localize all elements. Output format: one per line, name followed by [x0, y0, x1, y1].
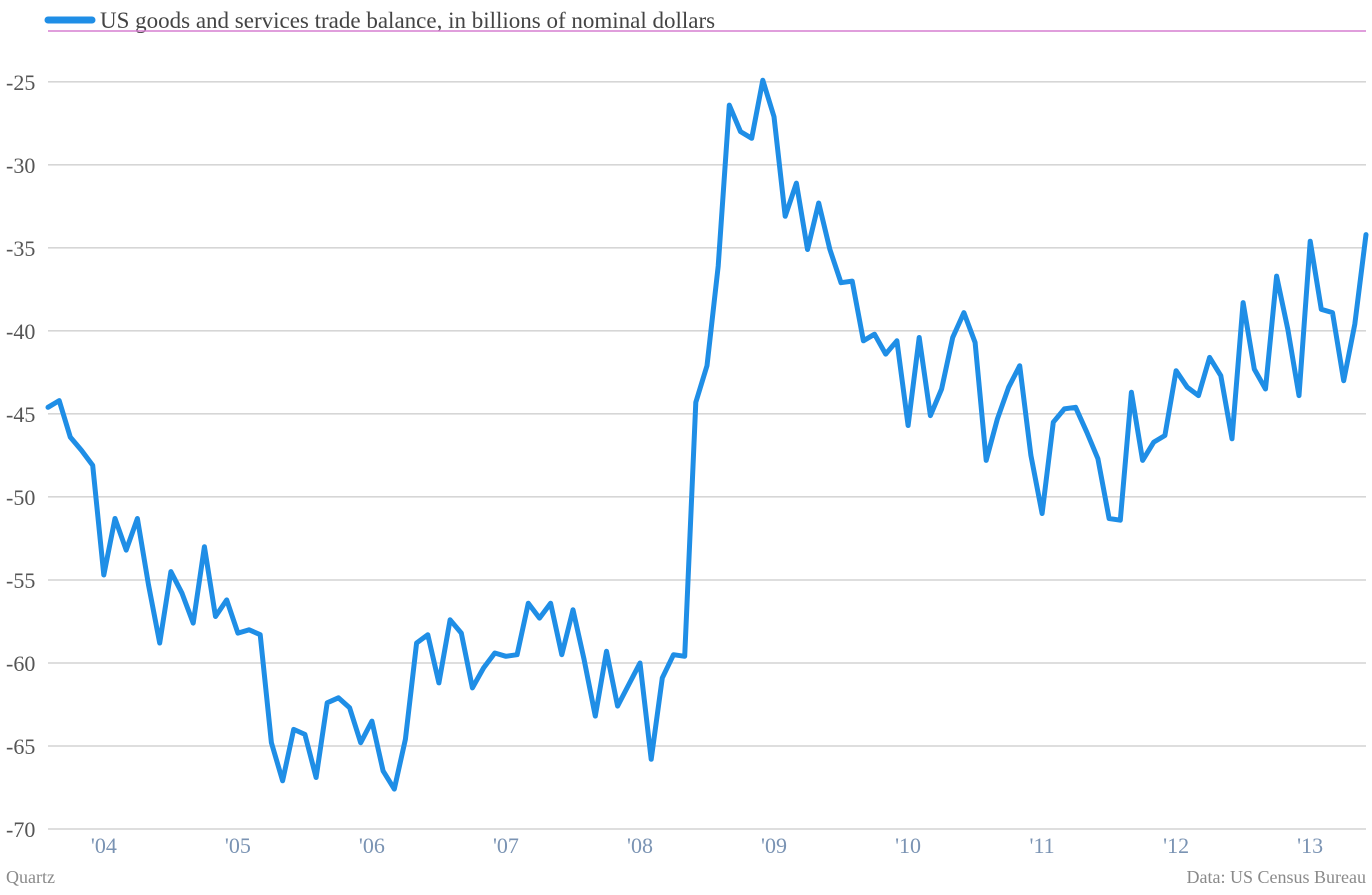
x-tick-label: '06	[359, 833, 385, 858]
x-tick-label: '13	[1297, 833, 1323, 858]
y-tick-label: -25	[6, 70, 35, 95]
x-tick-label: '12	[1163, 833, 1189, 858]
x-axis-ticks: '04 '05 '06 '07 '08 '09 '10 '11 '12 '13	[91, 833, 1323, 858]
footer-source-left: Quartz	[6, 867, 55, 887]
y-tick-label: -70	[6, 817, 35, 842]
y-tick-label: -50	[6, 485, 35, 510]
y-tick-label: -35	[6, 236, 35, 261]
x-tick-label: '05	[225, 833, 251, 858]
x-tick-label: '11	[1030, 833, 1055, 858]
x-tick-label: '04	[91, 833, 117, 858]
gridlines	[48, 81, 1366, 830]
y-tick-label: -45	[6, 402, 35, 427]
y-tick-label: -60	[6, 651, 35, 676]
y-tick-label: -65	[6, 734, 35, 759]
series-line	[45, 77, 1369, 792]
footer-source-right: Data: US Census Bureau	[1187, 867, 1366, 887]
legend-label: US goods and services trade balance, in …	[100, 8, 715, 33]
x-tick-label: '09	[761, 833, 787, 858]
y-tick-label: -40	[6, 319, 35, 344]
series-layer	[45, 77, 1369, 792]
y-axis-ticks: -25 -30 -35 -40 -45 -50 -55 -60 -65 -70	[6, 70, 35, 842]
y-tick-label: -55	[6, 568, 35, 593]
y-tick-label: -30	[6, 153, 35, 178]
x-tick-label: '10	[895, 833, 921, 858]
x-tick-label: '08	[627, 833, 653, 858]
x-tick-label: '07	[493, 833, 519, 858]
